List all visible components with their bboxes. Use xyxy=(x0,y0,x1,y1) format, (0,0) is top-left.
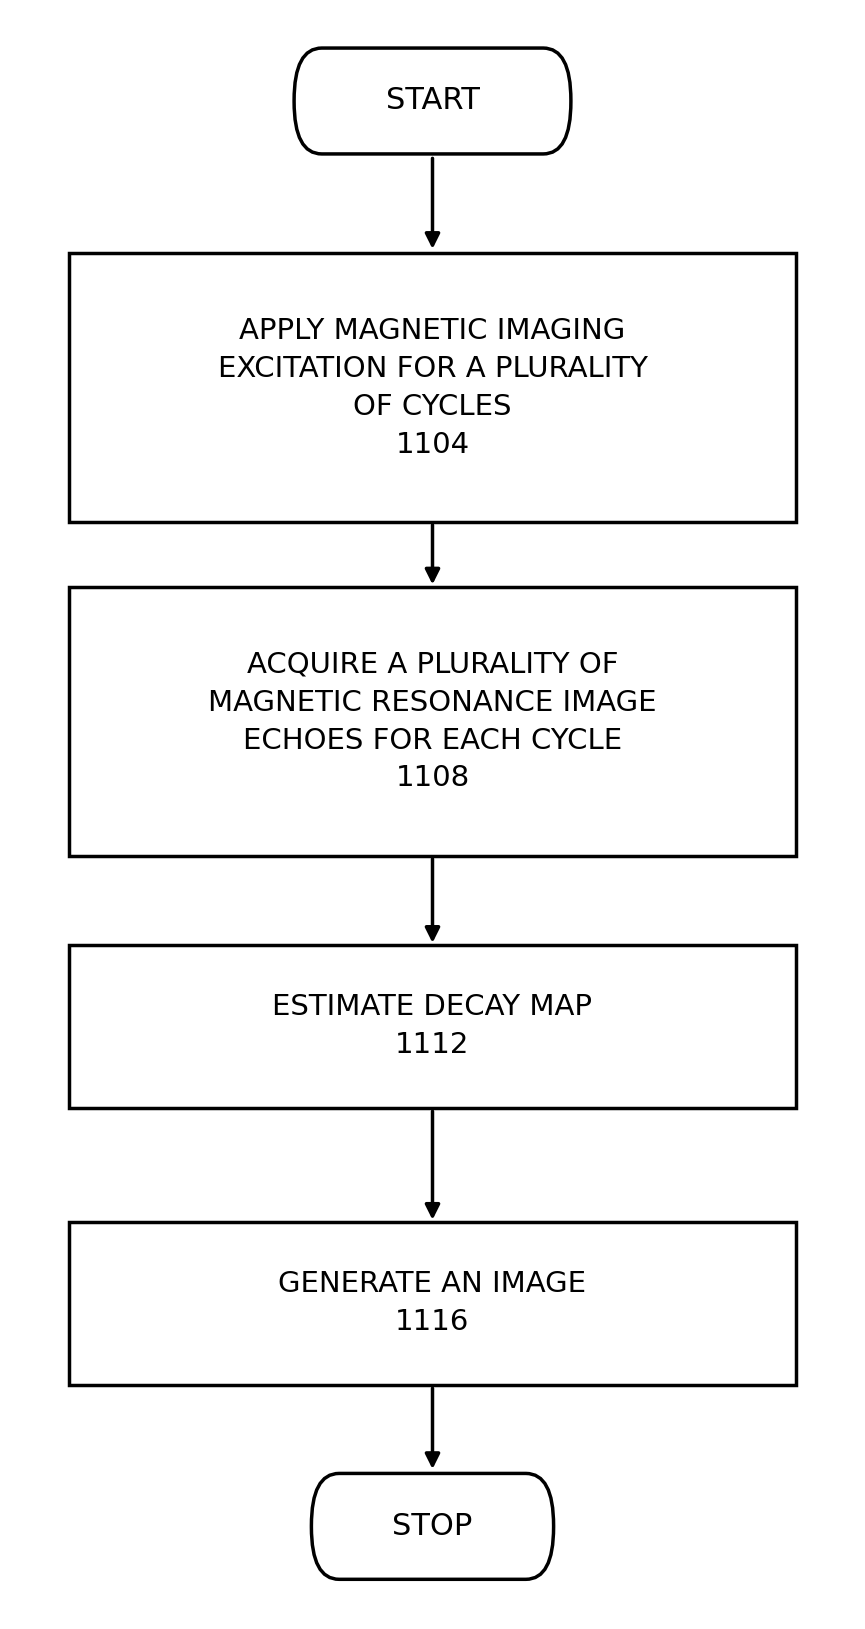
FancyBboxPatch shape xyxy=(311,1473,554,1580)
Text: ESTIMATE DECAY MAP
1112: ESTIMATE DECAY MAP 1112 xyxy=(272,994,593,1059)
Bar xyxy=(69,945,796,1108)
Text: ACQUIRE A PLURALITY OF
MAGNETIC RESONANCE IMAGE
ECHOES FOR EACH CYCLE
1108: ACQUIRE A PLURALITY OF MAGNETIC RESONANC… xyxy=(208,652,657,792)
Text: START: START xyxy=(386,86,479,116)
Text: APPLY MAGNETIC IMAGING
EXCITATION FOR A PLURALITY
OF CYCLES
1104: APPLY MAGNETIC IMAGING EXCITATION FOR A … xyxy=(217,318,648,458)
FancyBboxPatch shape xyxy=(294,49,571,155)
Bar xyxy=(69,1222,796,1385)
Bar xyxy=(69,588,796,857)
Text: GENERATE AN IMAGE
1116: GENERATE AN IMAGE 1116 xyxy=(279,1271,586,1336)
Bar xyxy=(69,252,796,521)
Text: STOP: STOP xyxy=(393,1512,472,1541)
